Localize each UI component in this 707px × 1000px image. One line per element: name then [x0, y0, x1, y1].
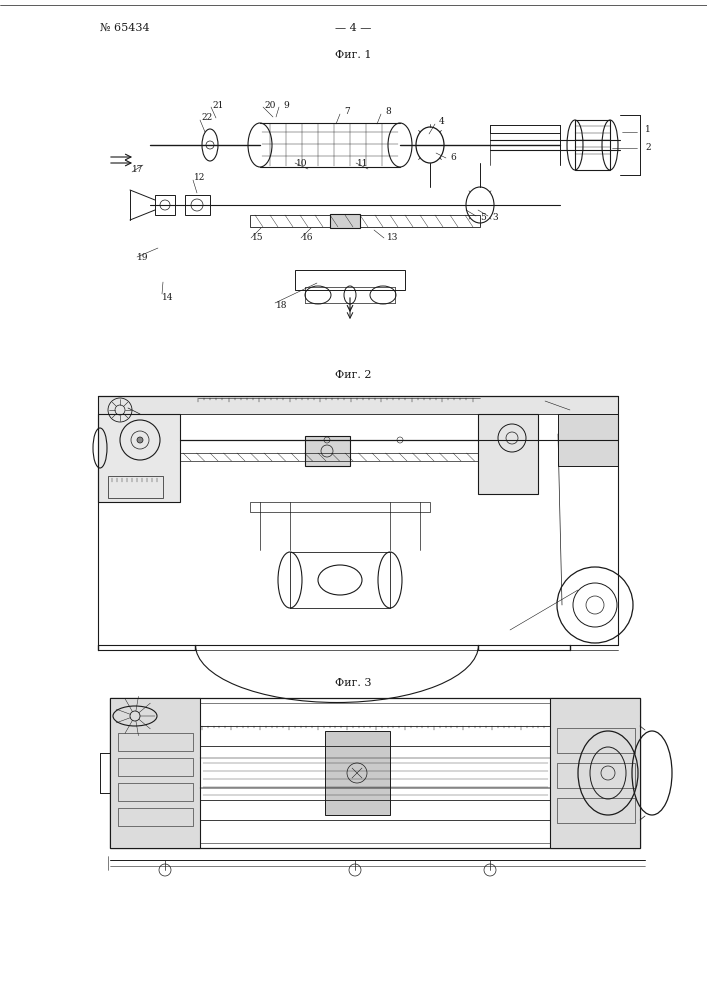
Bar [478, 414, 538, 494]
Text: 2: 2 [645, 143, 651, 152]
Bar [110, 698, 640, 848]
Bar [330, 214, 360, 228]
Bar [325, 731, 390, 815]
Bar [108, 476, 163, 498]
Bar [557, 798, 635, 823]
Bar [250, 215, 480, 227]
Bar [118, 783, 193, 801]
Text: 7: 7 [344, 107, 350, 116]
Text: 1: 1 [645, 125, 651, 134]
Bar [118, 808, 193, 826]
Text: 8: 8 [385, 107, 391, 116]
Text: 19: 19 [137, 252, 148, 261]
Bar [250, 502, 430, 512]
Bar [185, 195, 210, 215]
Text: 18: 18 [276, 300, 288, 310]
Text: Фиг. 2: Фиг. 2 [334, 370, 371, 380]
Text: 11: 11 [357, 158, 369, 167]
Text: 4: 4 [439, 117, 445, 126]
Bar [557, 763, 635, 788]
Bar [115, 703, 635, 843]
Bar [155, 195, 175, 215]
Text: 5: 5 [480, 214, 486, 223]
Bar [110, 698, 200, 848]
Text: 14: 14 [162, 292, 174, 302]
Text: 9: 9 [283, 101, 289, 109]
Bar [575, 120, 610, 170]
Bar [558, 414, 618, 466]
Text: 17: 17 [132, 165, 144, 174]
Text: 6: 6 [450, 153, 456, 162]
Bar [305, 436, 350, 466]
Circle shape [137, 437, 143, 443]
Text: 20: 20 [264, 101, 276, 109]
Bar [118, 733, 193, 751]
Text: 16: 16 [303, 232, 314, 241]
Text: 12: 12 [194, 174, 206, 182]
Bar [98, 414, 180, 502]
Text: 13: 13 [387, 232, 399, 241]
Text: 10: 10 [296, 158, 308, 167]
Bar [550, 698, 640, 848]
Text: № 65434: № 65434 [100, 23, 150, 33]
Text: 15: 15 [252, 232, 264, 241]
Text: 3: 3 [492, 214, 498, 223]
Bar [295, 270, 405, 290]
Text: 21: 21 [212, 101, 223, 109]
Text: Фиг. 3: Фиг. 3 [334, 678, 371, 688]
Text: Фиг. 1: Фиг. 1 [334, 50, 371, 60]
Text: 22: 22 [201, 113, 213, 122]
Bar [98, 396, 618, 414]
Bar [557, 728, 635, 753]
Text: — 4 —: — 4 — [335, 23, 371, 33]
Bar [118, 758, 193, 776]
